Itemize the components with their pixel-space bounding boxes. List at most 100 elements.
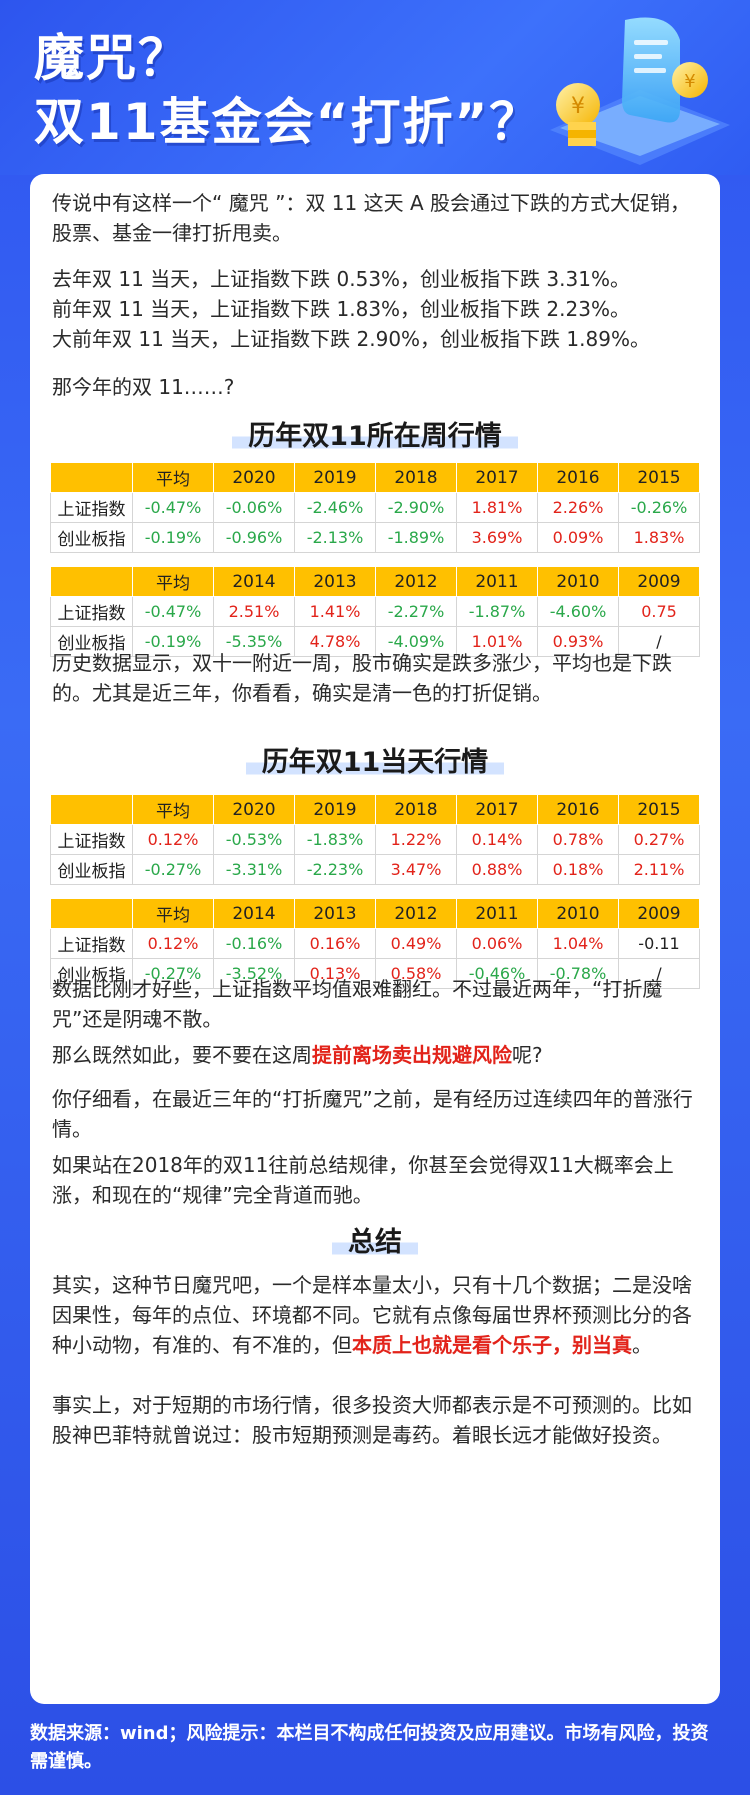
table-cell: / [618,626,700,657]
table-header-cell: 2012 [375,566,457,597]
section-title-daily: 历年双11当天行情 [30,740,720,779]
table-cell: -0.27% [132,854,214,885]
row-label: 创业板指 [50,626,133,657]
table-header-cell: 2012 [375,898,457,929]
table-cell: 0.49% [375,928,457,959]
table-cell: 0.14% [456,824,538,855]
table-cell: 1.04% [537,928,619,959]
daily-paragraph-2: 那么既然如此，要不要在这周提前离场卖出规避风险呢? [52,1043,543,1067]
table-header-cell: 2010 [537,566,619,597]
table-cell: -2.27% [375,596,457,627]
table-header-cell [50,566,133,597]
table-cell: 0.58% [375,958,457,989]
table-header-cell: 2016 [537,462,619,493]
table-header-cell: 平均 [132,794,214,825]
table-row: 上证指数 0.12% -0.53% -1.83% 1.22% 0.14% 0.78% 0.27… [50,824,700,855]
intro-question: 那今年的双 11……? [52,375,235,399]
table-header-cell [50,898,133,929]
table-header-cell [50,462,133,493]
table-row: 创业板指 -0.19% -0.96% -2.13% -1.89% 3.69% 0.09% 1.… [50,522,700,553]
intro-paragraph: 传说中有这样一个“ 魔咒 ”：双 11 这天 A 股会通过下跌的方式大促销，股票… [52,191,690,245]
table-header-row: 平均 2014 2013 2012 2011 2010 2009 [50,898,700,929]
table-header-cell: 2013 [294,566,376,597]
section-title-weekly: 历年双11所在周行情 [30,414,720,453]
table-cell: 0.78% [537,824,619,855]
table-header-cell: 2009 [618,898,700,929]
table-cell: 0.12% [132,824,214,855]
table-header-cell: 2015 [618,794,700,825]
table-row: 上证指数 -0.47% 2.51% 1.41% -2.27% -1.87% -4.60% 0.… [50,596,700,627]
summary-paragraph-2: 事实上，对于短期的市场行情，很多投资大师都表示是不可预测的。比如股神巴菲特就曾说… [52,1393,692,1447]
table-cell: 0.12% [132,928,214,959]
table-cell: 1.81% [456,492,538,523]
table-cell: -0.19% [132,626,214,657]
svg-text:¥: ¥ [684,71,695,92]
table-cell: -2.46% [294,492,376,523]
table-cell: -1.83% [294,824,376,855]
table-cell: 0.27% [618,824,700,855]
summary-paragraph-1: 其实，这种节日魔咒吧，一个是样本量太小，只有十几个数据；二是没啥因果性，每年的点… [52,1273,692,1357]
table-cell: / [618,958,700,989]
row-label: 创业板指 [50,522,133,553]
row-label: 创业板指 [50,854,133,885]
row-label: 上证指数 [50,492,133,523]
table-header-cell: 平均 [132,566,214,597]
table-header-cell: 2011 [456,566,538,597]
table-cell: -0.19% [132,522,214,553]
table-cell: -2.13% [294,522,376,553]
table-header-cell: 2014 [213,898,295,929]
highlight-text: 提前离场卖出规避风险 [312,1043,512,1067]
table-cell: 0.13% [294,958,376,989]
table-cell: -0.26% [618,492,700,523]
table-header-row: 平均 2014 2013 2012 2011 2010 2009 [50,566,700,597]
table-header-cell: 平均 [132,898,214,929]
intro-stats: 去年双 11 当天，上证指数下跌 0.53%，创业板指下跌 3.31%。 前年双… [52,264,702,354]
table-header-cell: 2017 [456,462,538,493]
table-cell: -0.06% [213,492,295,523]
table-header-cell [50,794,133,825]
table-cell: 0.93% [537,626,619,657]
table-cell: 2.51% [213,596,295,627]
weekly-table-1: 平均 2020 2019 2018 2017 2016 2015 上证指数 -0.47% -0.0… [50,462,700,553]
table-cell: 1.83% [618,522,700,553]
row-label: 上证指数 [50,824,133,855]
table-row: 创业板指 -0.27% -3.31% -2.23% 3.47% 0.88% 0.18% 2.1… [50,854,700,885]
table-row: 创业板指 -0.27% -3.52% 0.13% 0.58% -0.46% -0.78% / [50,958,700,989]
table-header-cell: 2011 [456,898,538,929]
table-cell: -2.90% [375,492,457,523]
table-cell: -0.78% [537,958,619,989]
table-cell: 3.47% [375,854,457,885]
table-header-cell: 2014 [213,566,295,597]
table-header-cell: 2017 [456,794,538,825]
highlight-text: 本质上也就是看个乐子，别当真 [352,1333,632,1357]
section-title-summary: 总结 [30,1220,720,1259]
table-cell: 0.75 [618,596,700,627]
table-header-cell: 2018 [375,462,457,493]
table-row: 上证指数 -0.47% -0.06% -2.46% -2.90% 1.81% 2.26% -0… [50,492,700,523]
table-header-cell: 2019 [294,794,376,825]
table-cell: -0.47% [132,492,214,523]
footer-disclaimer: 数据来源：wind；风险提示：本栏目不构成任何投资及应用建议。市场有风险，投资需… [30,1723,709,1772]
header-banner: 魔咒？ 双11基金会“打折”？ ¥ ¥ [0,0,750,175]
intro-stat-line: 前年双 11 当天，上证指数下跌 1.83%，创业板指下跌 2.23%。 [52,297,630,321]
table-cell: 2.26% [537,492,619,523]
svg-text:¥: ¥ [571,94,585,119]
row-label: 上证指数 [50,928,133,959]
table-cell: -3.31% [213,854,295,885]
daily-table-1: 平均 2020 2019 2018 2017 2016 2015 上证指数 0.12% -0.53… [50,794,700,885]
page-title-line1: 魔咒？ [34,29,190,87]
table-header-cell: 2018 [375,794,457,825]
table-cell: 2.11% [618,854,700,885]
table-cell: -0.96% [213,522,295,553]
table-cell: -3.52% [213,958,295,989]
intro-stat-line: 去年双 11 当天，上证指数下跌 0.53%，创业板指下跌 3.31%。 [52,267,630,291]
daily-paragraph-1: 数据比刚才好些，上证指数平均值艰难翻红。不过最近两年，“打折魔咒”还是阴魂不散。 [52,977,663,1031]
table-cell: 0.16% [294,928,376,959]
table-cell: 1.22% [375,824,457,855]
table-cell: -5.35% [213,626,295,657]
table-row: 上证指数 0.12% -0.16% 0.16% 0.49% 0.06% 1.04% -0.11 [50,928,700,959]
table-cell: -0.11 [618,928,700,959]
table-cell: -4.60% [537,596,619,627]
intro-stat-line: 大前年双 11 当天，上证指数下跌 2.90%，创业板指下跌 1.89%。 [52,327,650,351]
table-header-cell: 2020 [213,462,295,493]
